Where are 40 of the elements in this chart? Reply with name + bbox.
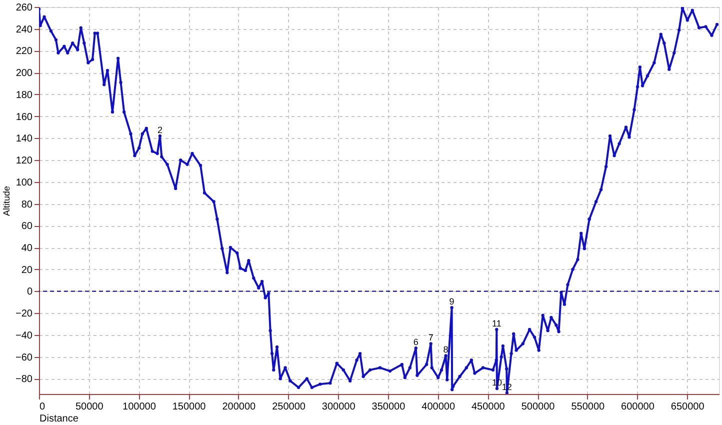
y-tick-label: 40	[21, 243, 33, 254]
x-tick-label: 300000	[322, 402, 356, 412]
y-tick-label: 160	[16, 112, 33, 123]
x-tick-label: 450000	[471, 402, 506, 412]
y-tick-label: 260	[16, 2, 33, 14]
y-tick-label: 0	[26, 286, 33, 298]
y-tick-label: 180	[16, 90, 33, 101]
annotation: 2	[157, 125, 162, 135]
y-tick-label: −80	[16, 374, 33, 386]
x-tick-label: 550000	[571, 402, 606, 412]
x-tick-label: 200000	[222, 402, 256, 412]
x-tick-label: 50000	[75, 402, 104, 412]
x-axis-title: Distance	[40, 414, 79, 424]
y-tick-label: 80	[21, 199, 33, 210]
x-tick-label: 0	[40, 402, 46, 412]
y-tick-label: −20	[16, 308, 33, 320]
y-tick-label: 20	[21, 264, 33, 276]
x-tick-label: 350000	[372, 402, 406, 412]
y-tick-label: 240	[16, 24, 33, 36]
x-tick-label: 150000	[172, 402, 206, 412]
x-tick-label: 650000	[670, 402, 705, 412]
annotation: 7	[428, 332, 434, 343]
y-tick-label: −60	[16, 352, 33, 364]
y-tick-label: 100	[16, 177, 33, 188]
y-tick-label: 140	[16, 134, 33, 145]
annotation: 8	[443, 344, 448, 355]
x-tick-label: 600000	[621, 402, 655, 412]
x-tick-label: 400000	[422, 402, 456, 412]
y-tick-label: 220	[16, 46, 33, 58]
y-tick-label: 200	[16, 68, 33, 80]
y-axis-title: Altitude	[2, 186, 12, 216]
y-tick-label: 120	[16, 156, 33, 167]
x-tick-label: 500000	[521, 402, 556, 412]
y-tick-label: 60	[21, 221, 33, 232]
annotation: 6	[413, 337, 418, 348]
x-tick-label: 250000	[272, 402, 306, 412]
annotation: 9	[449, 296, 454, 307]
x-tick-label: 100000	[122, 402, 156, 412]
annotation: 11	[492, 318, 502, 328]
y-tick-label: −40	[16, 330, 33, 342]
